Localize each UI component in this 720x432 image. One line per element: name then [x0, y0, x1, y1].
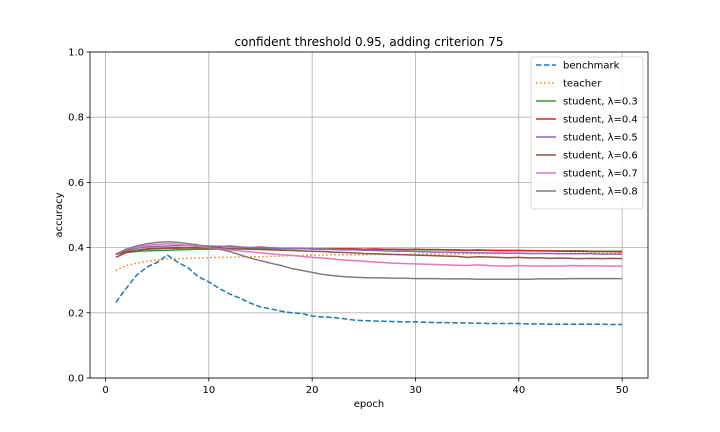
- legend-entry: benchmark: [563, 61, 620, 72]
- y-tick-label: 1.0: [68, 48, 84, 59]
- legend: benchmark teacher student, λ=0.3 student, λ…: [530, 56, 644, 210]
- x-tick-label: 10: [202, 385, 215, 396]
- y-tick-label: 0.4: [68, 243, 84, 254]
- x-tick-label: 40: [512, 385, 525, 396]
- series-line-7: [115, 240, 623, 280]
- plot-frame: [89, 51, 649, 379]
- x-tick-label: 30: [409, 385, 422, 396]
- y-tick-label: 0.6: [68, 178, 84, 189]
- legend-entry: student, λ=0.7: [563, 169, 638, 180]
- y-tick-label: 0.0: [68, 374, 84, 385]
- legend-box: [530, 56, 644, 210]
- legend-entry: student, λ=0.5: [563, 133, 638, 144]
- legend-entry: student, λ=0.3: [563, 97, 638, 108]
- series-lines: [115, 240, 623, 326]
- y-axis-label: accuracy: [54, 192, 65, 237]
- y-tick-label: 0.2: [68, 308, 84, 319]
- x-tick-label: 0: [102, 385, 108, 396]
- legend-entry: teacher: [563, 79, 602, 90]
- x-axis-ticks: 0 10 20 30 40 50: [102, 378, 629, 396]
- legend-entry: student, λ=0.4: [563, 115, 638, 126]
- y-tick-label: 0.8: [68, 113, 84, 124]
- y-axis-ticks: 0.0 0.2 0.4 0.6 0.8 1.0: [68, 48, 90, 385]
- x-tick-label: 20: [306, 385, 319, 396]
- series-line-5: [115, 247, 623, 260]
- chart-title: confident threshold 0.95, adding criteri…: [234, 35, 503, 49]
- legend-entry: student, λ=0.8: [563, 187, 638, 198]
- series-line-0: [115, 254, 623, 326]
- legend-entry: student, λ=0.6: [563, 151, 638, 162]
- x-tick-label: 50: [616, 385, 629, 396]
- x-axis-label: epoch: [354, 399, 384, 410]
- series-line-6: [115, 242, 623, 267]
